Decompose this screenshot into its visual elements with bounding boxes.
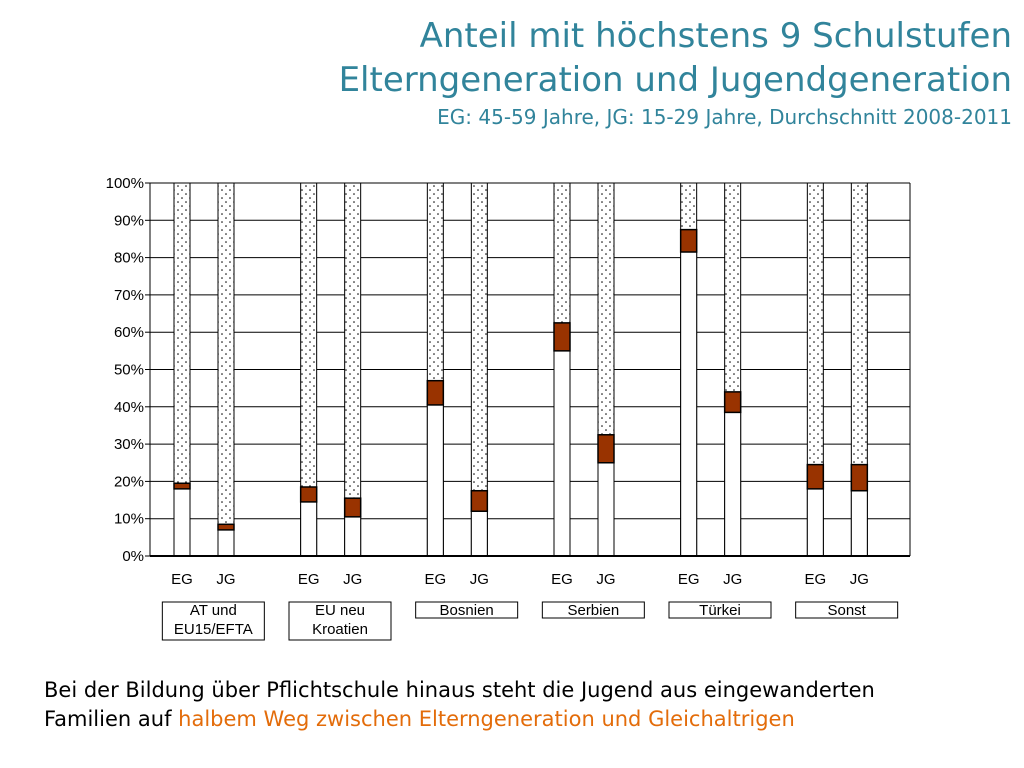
y-tick-label: 80% — [114, 250, 144, 267]
group-label: Türkei — [699, 602, 741, 619]
bar-base — [470, 510, 488, 557]
group-label-box — [668, 601, 772, 619]
caption-highlight: halbem Weg zwischen Elterngeneration und… — [178, 707, 795, 731]
group-label: EU neu — [315, 602, 365, 619]
bar-label: EG — [424, 571, 446, 588]
bar-base — [680, 251, 698, 557]
bar-label: JG — [216, 571, 235, 588]
y-tick-label: 40% — [114, 399, 144, 416]
group-label: Kroatien — [312, 621, 368, 638]
bar-chart: 0% 10% 20% 30% 40% 50% 60% 70% 80% 90% 100% EG JG AT … — [106, 175, 911, 641]
bar-range — [299, 486, 318, 503]
bar-range — [343, 497, 362, 518]
bar-label: EG — [678, 571, 700, 588]
bar-base — [217, 529, 235, 557]
group-label: Sonst — [827, 602, 866, 619]
y-tick-label: 0% — [122, 548, 144, 565]
y-tick-label: 100% — [106, 175, 144, 192]
bar-range — [217, 523, 235, 531]
grid-layer — [150, 182, 910, 557]
bar-base — [553, 350, 571, 557]
bar-label: EG — [171, 571, 193, 588]
bar-label: EG — [804, 571, 826, 588]
bar-label: JG — [850, 571, 869, 588]
caption-line-2: Familien auf halbem Weg zwischen Elterng… — [44, 705, 1004, 734]
bar-base — [724, 411, 742, 557]
bar-range — [806, 463, 825, 490]
y-tick-label: 50% — [114, 362, 144, 379]
bar-base — [850, 490, 868, 557]
bar-range — [597, 434, 615, 464]
group-label-box — [161, 601, 265, 641]
bar-base — [426, 404, 444, 557]
bar-label: JG — [596, 571, 615, 588]
bar-range — [850, 463, 869, 492]
chart-subtitle: EG: 45-59 Jahre, JG: 15-29 Jahre, Durchs… — [437, 105, 1012, 129]
bar-base — [173, 488, 191, 557]
y-tick-label: 70% — [114, 287, 144, 304]
group-label-box — [288, 601, 392, 641]
title-block: Anteil mit höchstens 9 Schulstufen Elter… — [339, 14, 1012, 132]
y-tick-label: 60% — [114, 324, 144, 341]
chart-title: Anteil mit höchstens 9 Schulstufen — [419, 16, 1012, 56]
bar-label: JG — [343, 571, 362, 588]
bar-base — [300, 501, 318, 557]
y-tick-label: 10% — [114, 511, 144, 528]
labels-layer: 0% 10% 20% 30% 40% 50% 60% 70% 80% 90% 100% EG JG AT … — [106, 175, 899, 641]
bar-range — [173, 482, 191, 490]
chart-title-second: Elterngeneration und Jugendgeneration — [338, 60, 1012, 100]
group-label-box — [541, 601, 645, 619]
bar-base — [344, 516, 362, 557]
caption: Bei der Bildung über Pflichtschule hinau… — [44, 676, 1004, 734]
bar-label: EG — [551, 571, 573, 588]
y-tick-label: 90% — [114, 212, 144, 229]
group-label-box — [415, 601, 519, 619]
bar-column — [217, 182, 235, 557]
axis-layer — [145, 182, 911, 557]
bar-base — [597, 462, 615, 557]
bar-label: EG — [298, 571, 320, 588]
bar-label: JG — [470, 571, 489, 588]
group-label: EU15/EFTA — [174, 621, 253, 638]
bar-range — [553, 322, 571, 352]
bar-range — [426, 379, 445, 406]
group-label: AT und — [190, 602, 237, 619]
bar-range — [723, 391, 742, 414]
caption-line-1: Bei der Bildung über Pflichtschule hinau… — [44, 678, 875, 702]
bar-base — [806, 488, 824, 557]
caption-line-2-prefix: Familien auf — [44, 707, 179, 731]
y-tick-label: 30% — [114, 436, 144, 453]
group-label: Bosnien — [440, 602, 494, 619]
bar-label: JG — [723, 571, 742, 588]
bar-range — [679, 228, 698, 253]
group-label-box — [795, 601, 899, 619]
bar-range — [470, 489, 489, 512]
group-label: Serbien — [567, 602, 619, 619]
y-tick-label: 20% — [114, 473, 144, 490]
